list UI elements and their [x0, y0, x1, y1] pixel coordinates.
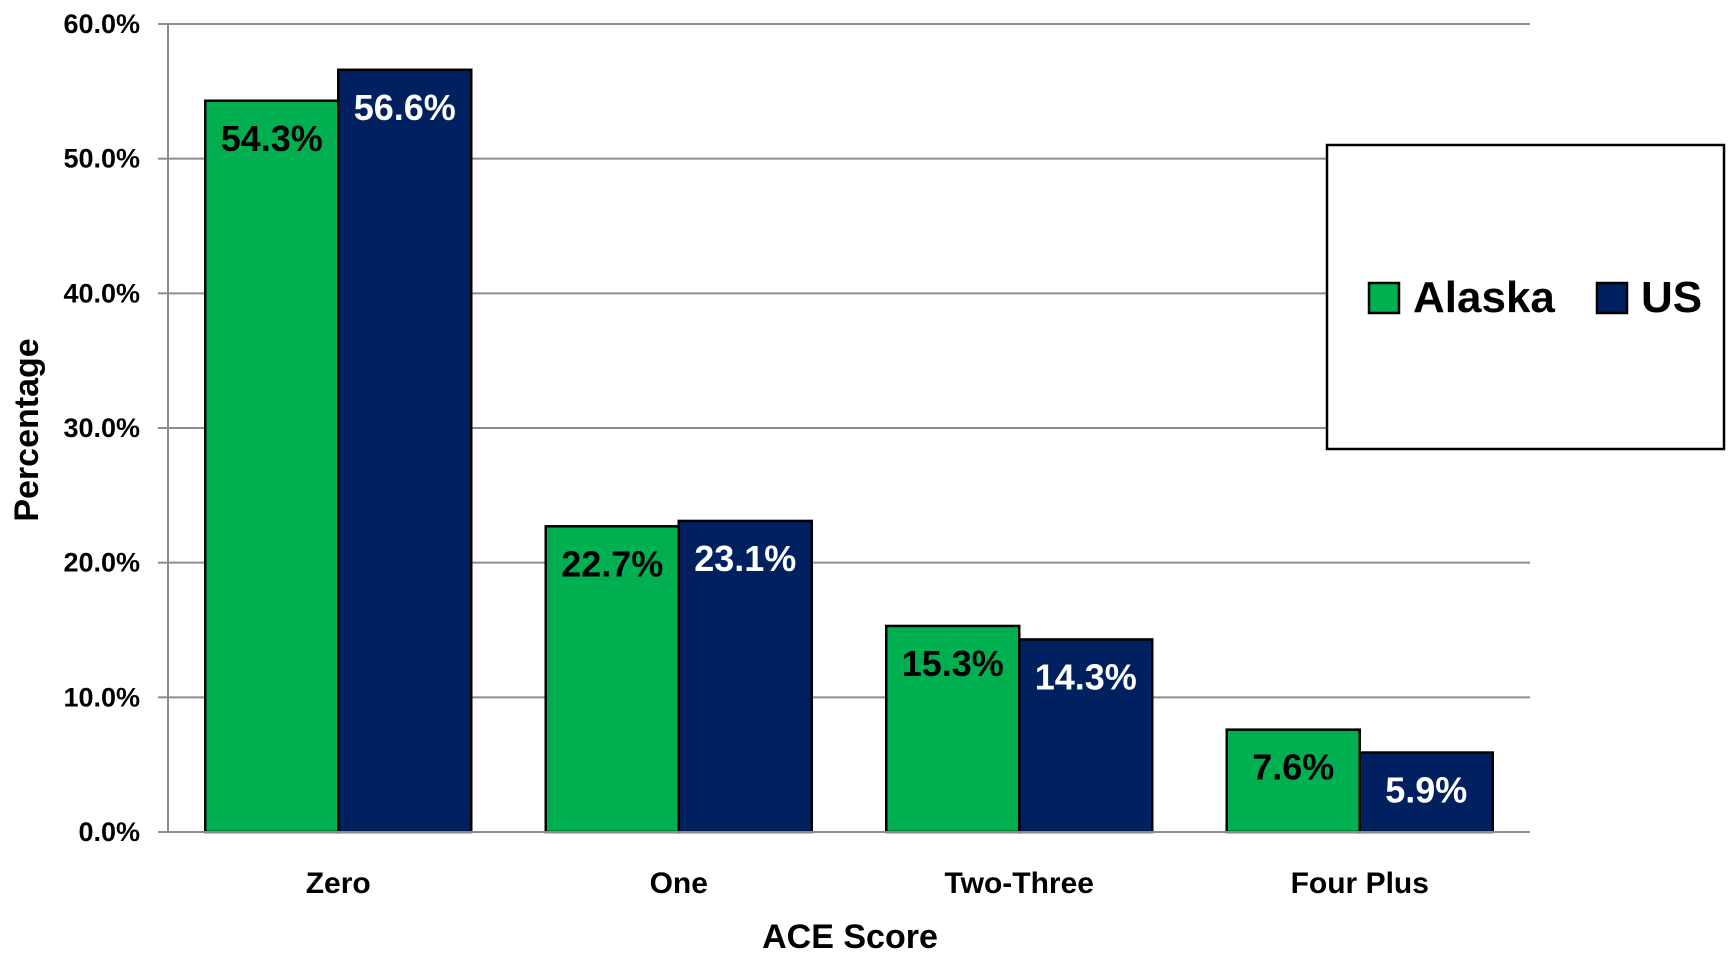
bar-us-one — [677, 519, 813, 834]
bar-alaska-zero — [204, 99, 340, 834]
legend-swatch-us — [1595, 281, 1629, 315]
x-tick-label: Zero — [306, 867, 371, 900]
data-label: 14.3% — [1035, 656, 1137, 697]
axes: 0.0% 10.0% 20.0% 30.0% 40.0% 50.0% 60.0% Zero On… — [63, 9, 1530, 900]
x-tick-label: Two-Three — [945, 867, 1094, 900]
data-label: 5.9% — [1385, 770, 1467, 811]
y-tick-label: 50.0% — [63, 144, 140, 174]
legend: Alaska US — [1325, 143, 1726, 451]
data-label: 22.7% — [561, 543, 663, 584]
y-axis-title: Percentage — [8, 338, 46, 521]
y-tick-label: 20.0% — [63, 548, 140, 578]
legend-label-us: US — [1641, 273, 1702, 322]
y-tick-label: 10.0% — [63, 682, 140, 712]
data-labels: 54.3% 56.6% 22.7% 23.1% 15.3% 14.3% 7.6% 5.9% — [221, 87, 1468, 811]
data-label: 15.3% — [902, 643, 1004, 684]
data-label: 23.1% — [694, 538, 796, 579]
x-tick-label: One — [650, 867, 708, 900]
bar-us-four-plus — [1358, 751, 1494, 834]
y-tick-label: 0.0% — [78, 817, 140, 847]
legend-label-alaska: Alaska — [1413, 273, 1555, 322]
bar-us-two-three — [1018, 638, 1154, 834]
bar-alaska-four-plus — [1225, 728, 1361, 834]
y-tick-label: 60.0% — [63, 9, 140, 39]
data-label: 7.6% — [1252, 747, 1334, 788]
bars — [204, 68, 1494, 834]
data-label: 56.6% — [354, 87, 456, 128]
bar-us-zero — [337, 68, 473, 834]
y-tick-label: 30.0% — [63, 413, 140, 443]
legend-swatch-alaska — [1367, 281, 1401, 315]
y-tick-label: 40.0% — [63, 278, 140, 308]
x-tick-label: Four Plus — [1291, 867, 1429, 900]
data-label: 54.3% — [221, 118, 323, 159]
x-axis-title: ACE Score — [762, 918, 938, 954]
